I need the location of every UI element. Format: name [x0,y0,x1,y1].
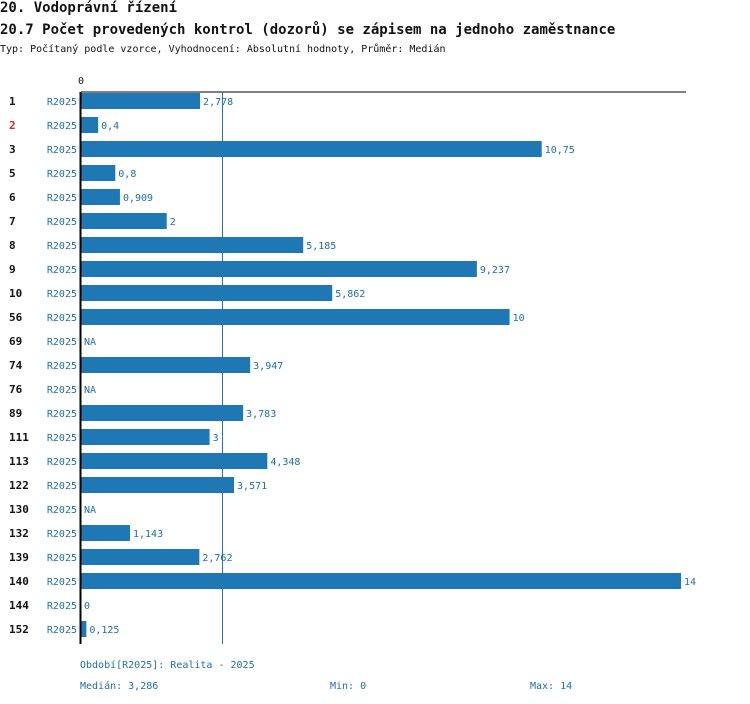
bar [81,573,681,589]
footer-period: Období[R2025]: Realita - 2025 [80,660,255,671]
category-label: 132 [9,527,29,540]
indicator-title: 20.7 Počet provedených kontrol (dozorů) … [0,22,616,38]
series-label: R2025 [47,145,77,156]
series-label: R2025 [47,385,77,396]
data-label: 14 [684,577,696,588]
category-label: 8 [9,239,16,252]
bar [81,477,235,493]
series-label: R2025 [47,625,77,636]
series-label: R2025 [47,457,77,468]
series-label: R2025 [47,337,77,348]
data-label: 4,348 [270,457,300,468]
bar [81,429,210,445]
series-label: R2025 [47,169,77,180]
footer-median: Medián: 3,286 [80,681,159,692]
series-label: R2025 [47,409,77,420]
data-label: 3,783 [246,409,276,420]
data-label: 5,185 [306,241,336,252]
category-label: 2 [9,119,16,132]
data-label: 9,237 [480,265,510,276]
category-label: 144 [9,599,29,612]
category-label: 140 [9,575,29,588]
category-label: 113 [9,455,29,468]
bar [81,261,477,277]
data-label: 0,8 [118,169,136,180]
series-label: R2025 [47,505,77,516]
data-label: 0,4 [101,121,119,132]
series-label: R2025 [47,361,77,372]
bar [81,525,130,541]
data-label: 0,125 [89,625,119,636]
series-label: R2025 [47,601,77,612]
chart-subtitle: Typ: Počítaný podle vzorce, Vyhodnocení:… [0,44,446,55]
series-label: R2025 [47,241,77,252]
bar [81,213,167,229]
section-title: 20. Vodoprávní řízení [0,0,178,16]
category-label: 74 [9,359,23,372]
category-label: 6 [9,191,16,204]
bar [81,285,333,301]
bar [81,453,268,469]
category-label: 7 [9,215,16,228]
data-label: 0 [84,601,90,612]
bar [81,621,87,637]
data-label: 3 [213,433,219,444]
data-label: NA [84,337,96,348]
category-label: 1 [9,95,16,108]
data-label: 5,862 [335,289,365,300]
data-label: 10 [513,313,525,324]
series-label: R2025 [47,97,77,108]
data-label: NA [84,385,96,396]
category-label: 5 [9,167,16,180]
category-label: 3 [9,143,16,156]
series-label: R2025 [47,289,77,300]
footer-min: Min: 0 [330,681,367,692]
series-label: R2025 [47,553,77,564]
data-label: 3,571 [237,481,267,492]
category-label: 130 [9,503,29,516]
bar [81,141,542,157]
bar [81,357,251,373]
data-label: NA [84,505,96,516]
category-label: 9 [9,263,16,276]
category-label: 122 [9,479,29,492]
category-label: 76 [9,383,23,396]
bar [81,309,510,325]
data-label: 0,909 [123,193,153,204]
bar [81,165,116,181]
series-label: R2025 [47,481,77,492]
bar [81,237,304,253]
series-label: R2025 [47,265,77,276]
category-label: 10 [9,287,22,300]
data-label: 1,143 [133,529,163,540]
category-label: 89 [9,407,22,420]
category-label: 69 [9,335,22,348]
data-label: 2,778 [203,97,233,108]
category-label: 111 [9,431,29,444]
series-label: R2025 [47,529,77,540]
x-axis-zero-label: 0 [78,76,84,87]
series-label: R2025 [47,217,77,228]
data-label: 10,75 [545,145,575,156]
bar [81,549,200,565]
bar [81,93,201,109]
data-label: 2 [170,217,176,228]
series-label: R2025 [47,577,77,588]
category-label: 139 [9,551,29,564]
data-label: 3,947 [253,361,283,372]
category-label: 56 [9,311,23,324]
category-label: 152 [9,623,29,636]
data-label: 2,762 [202,553,232,564]
bar [81,189,120,205]
footer-max: Max: 14 [530,681,573,692]
bar [81,405,244,421]
series-label: R2025 [47,193,77,204]
series-label: R2025 [47,313,77,324]
series-label: R2025 [47,121,77,132]
series-label: R2025 [47,433,77,444]
bar [81,117,99,133]
